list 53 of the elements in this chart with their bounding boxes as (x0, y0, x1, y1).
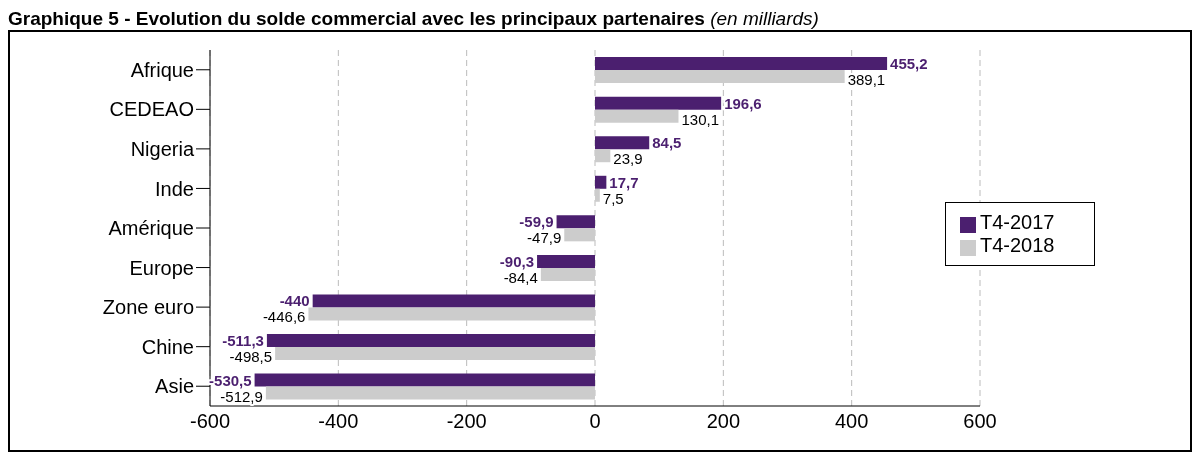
x-tick-label: 0 (589, 410, 601, 433)
bar (595, 188, 600, 202)
x-tick-label: -400 (318, 410, 359, 433)
data-label: 455,2 (890, 55, 928, 73)
bar (595, 175, 607, 189)
x-tick-label: 600 (963, 410, 997, 433)
chart-title: Graphique 5 - Evolution du solde commercial avec les principaux partenaires (8, 8, 705, 29)
data-label: 17,7 (609, 173, 639, 191)
bar (595, 136, 650, 150)
bar (540, 267, 595, 281)
bar (595, 70, 845, 84)
x-tick-label: -200 (446, 410, 487, 433)
bar (275, 347, 595, 361)
bar (556, 215, 595, 229)
bar (312, 294, 595, 308)
x-tick-label: 200 (706, 410, 741, 433)
y-tick-label: Europe (129, 256, 194, 279)
data-label: 23,9 (613, 150, 643, 168)
y-tick-label: Amérique (108, 217, 194, 240)
data-label: -47,9 (527, 229, 562, 247)
data-label: 130,1 (681, 110, 720, 128)
data-label: 7,5 (602, 189, 624, 207)
data-label: 389,1 (847, 71, 886, 89)
y-tick-label: Inde (155, 177, 194, 200)
data-label: -90,3 (499, 252, 535, 270)
bar (595, 109, 679, 123)
bar (254, 373, 595, 387)
x-tick-label: -600 (189, 410, 231, 433)
bar (595, 149, 611, 163)
data-label: -511,3 (222, 332, 264, 350)
data-label: -440 (279, 292, 310, 310)
x-tick-label: 400 (834, 410, 869, 433)
bar (564, 228, 595, 242)
bar (265, 386, 595, 400)
bar (537, 254, 595, 268)
bar (266, 334, 595, 348)
data-label: -446,6 (262, 308, 306, 326)
data-label: 196,6 (724, 94, 762, 112)
y-tick-label: Zone euro (102, 296, 194, 319)
legend-label: T4-2018 (980, 234, 1055, 256)
data-label: 84,5 (652, 134, 682, 152)
y-tick-label: CEDEAO (109, 98, 194, 121)
y-tick-label: Asie (155, 375, 194, 398)
legend-label: T4-2017 (980, 211, 1055, 233)
data-label: -59,9 (519, 213, 554, 231)
data-label: -498,5 (229, 348, 273, 366)
bar (595, 57, 888, 71)
y-tick-label: Chine (141, 335, 194, 358)
bar (308, 307, 595, 321)
y-tick-label: Afrique (130, 58, 194, 81)
y-tick-label: Nigeria (130, 137, 195, 160)
chart-subtitle: (en milliards) (710, 8, 819, 29)
bar (595, 96, 722, 110)
